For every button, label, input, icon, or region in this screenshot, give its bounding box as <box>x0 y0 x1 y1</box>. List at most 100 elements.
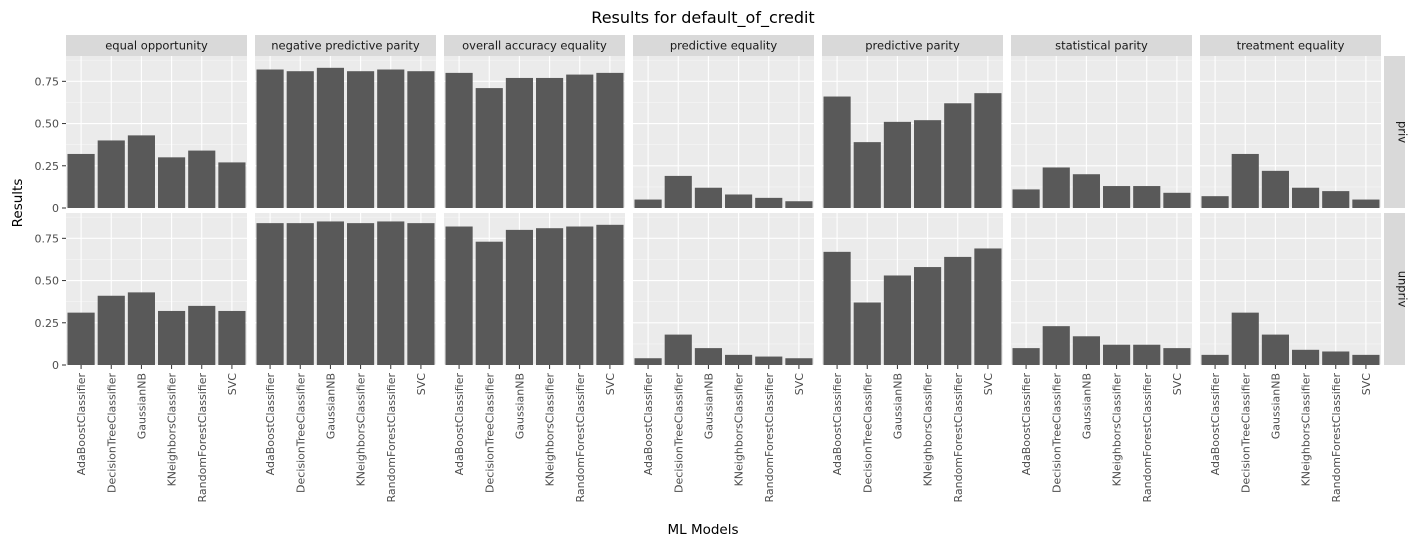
bar <box>785 358 813 365</box>
row-strip <box>1384 56 1405 208</box>
bar <box>1103 344 1131 365</box>
x-tick-label: SVC <box>1360 373 1373 396</box>
x-tick-label: SVC <box>604 373 617 396</box>
bar <box>286 71 314 208</box>
facet-strip <box>66 35 247 56</box>
facet-strip <box>255 35 436 56</box>
bar <box>188 305 216 365</box>
bar <box>67 153 95 208</box>
x-tick-label: RandomForestClassifier <box>1141 373 1154 503</box>
bar <box>505 229 533 365</box>
bar <box>596 72 624 208</box>
bar <box>1322 351 1350 365</box>
bar <box>218 162 246 208</box>
bar <box>853 142 881 208</box>
x-tick-label: GaussianNB <box>513 373 526 439</box>
bar <box>1231 153 1259 208</box>
facet-strip-label: negative predictive parity <box>271 39 420 53</box>
row-strip-label: priv <box>1396 121 1410 143</box>
x-tick-label: DecisionTreeClassifier <box>672 373 685 493</box>
x-tick-label: KNeighborsClassifier <box>544 373 557 487</box>
x-tick-label: SVC <box>793 373 806 396</box>
x-tick-label: SVC <box>226 373 239 396</box>
x-tick-label: GaussianNB <box>702 373 715 439</box>
bar <box>256 69 284 208</box>
facet-grid: equal opportunity negative predictive par… <box>35 35 1410 503</box>
x-tick-label: DecisionTreeClassifier <box>861 373 874 493</box>
bar <box>407 71 435 208</box>
row-strip-label: unpriv <box>1396 271 1410 308</box>
bar <box>1352 199 1380 208</box>
bar <box>785 201 813 208</box>
x-tick-label: KNeighborsClassifier <box>1300 373 1313 487</box>
facet-strip <box>1200 35 1381 56</box>
x-tick-label: RandomForestClassifier <box>763 373 776 503</box>
bar <box>1163 348 1191 365</box>
bar <box>475 241 503 365</box>
facet-panel <box>1200 56 1381 208</box>
facet-strip-label: predictive parity <box>865 39 960 53</box>
bar <box>1231 312 1259 365</box>
bar <box>634 358 662 365</box>
y-tick-label: 0.75 <box>35 232 60 245</box>
bar <box>694 348 722 365</box>
x-tick-label: DecisionTreeClassifier <box>1239 373 1252 493</box>
bar <box>256 223 284 365</box>
x-tick-label: RandomForestClassifier <box>574 373 587 503</box>
facet-strip-label: predictive equality <box>670 39 778 53</box>
bar <box>974 93 1002 208</box>
x-tick-label: RandomForestClassifier <box>196 373 209 503</box>
bar <box>1072 336 1100 365</box>
bar <box>914 120 942 208</box>
facet-panel <box>633 56 814 208</box>
bar <box>566 226 594 365</box>
bar <box>1133 186 1161 208</box>
bar <box>755 356 783 365</box>
x-tick-label: DecisionTreeClassifier <box>1050 373 1063 493</box>
x-tick-label: AdaBoostClassifier <box>831 373 844 476</box>
facet-panel <box>1200 213 1381 365</box>
bar <box>1201 354 1229 365</box>
facet-panel <box>633 213 814 365</box>
bar <box>1042 167 1070 208</box>
bar <box>634 199 662 208</box>
bar <box>1072 174 1100 208</box>
bar <box>1201 196 1229 208</box>
facet-strip-label: equal opportunity <box>105 39 208 53</box>
facet-panel <box>1011 56 1192 208</box>
x-tick-label: DecisionTreeClassifier <box>105 373 118 493</box>
x-tick-label: KNeighborsClassifier <box>355 373 368 487</box>
bar <box>1042 326 1070 365</box>
bar <box>725 194 753 208</box>
facet-strip-label: statistical parity <box>1055 39 1148 53</box>
bar <box>67 312 95 365</box>
bar <box>823 96 851 208</box>
y-tick-label: 0.25 <box>35 317 60 330</box>
bar <box>694 187 722 208</box>
bar <box>316 67 344 208</box>
bar <box>475 88 503 208</box>
x-tick-label: KNeighborsClassifier <box>922 373 935 487</box>
bar <box>1012 189 1040 208</box>
bar <box>1261 334 1289 365</box>
x-tick-label: RandomForestClassifier <box>385 373 398 503</box>
bar <box>407 223 435 365</box>
x-tick-label: DecisionTreeClassifier <box>294 373 307 493</box>
x-tick-label: SVC <box>415 373 428 396</box>
x-tick-label: AdaBoostClassifier <box>453 373 466 476</box>
x-tick-label: AdaBoostClassifier <box>1209 373 1222 476</box>
bar <box>445 72 473 208</box>
bar <box>316 221 344 365</box>
bar <box>377 69 405 208</box>
x-tick-label: KNeighborsClassifier <box>1111 373 1124 487</box>
x-tick-label: KNeighborsClassifier <box>166 373 179 487</box>
bar <box>1322 191 1350 208</box>
bar <box>97 295 125 365</box>
y-tick-label: 0 <box>52 359 59 372</box>
bar <box>1133 344 1161 365</box>
facet-strip <box>1011 35 1192 56</box>
x-tick-label: DecisionTreeClassifier <box>483 373 496 493</box>
x-tick-label: SVC <box>1171 373 1184 396</box>
